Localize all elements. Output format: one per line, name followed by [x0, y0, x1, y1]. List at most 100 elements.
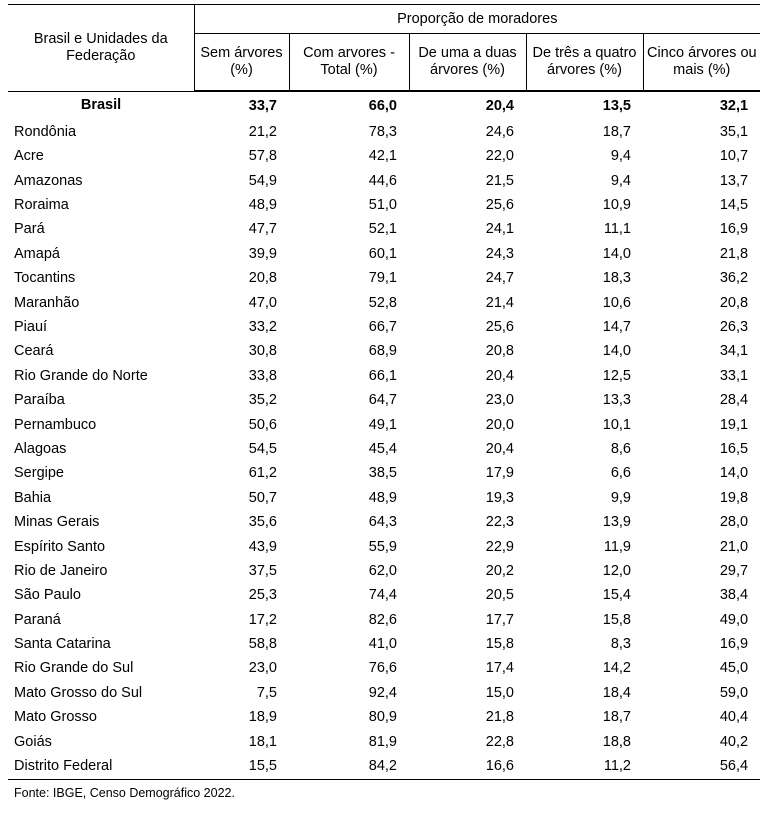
- row-unit-name: Amapá: [14, 245, 60, 262]
- header-col-sem-arvores: Sem árvores (%): [193, 33, 289, 92]
- row-value: 15,8: [485, 636, 514, 653]
- row-unit-name: Minas Gerais: [14, 514, 100, 531]
- row-value: 11,1: [603, 221, 631, 238]
- row-value: 15,8: [602, 611, 631, 628]
- row-value: 19,3: [485, 489, 514, 506]
- row-value: 20,8: [485, 343, 514, 360]
- row-value: 13,7: [719, 172, 749, 189]
- table-row: Mato Grosso do Sul 7,5 92,4 15,0 18,4 59,0: [8, 681, 760, 705]
- row-unit-name: Roraima: [14, 197, 69, 214]
- row-unit-name: Sergipe: [14, 465, 64, 482]
- table-row: Rio Grande do Sul 23,0 76,6 17,4 14,2 45,0: [8, 657, 760, 681]
- row-unit-name: Rio de Janeiro: [14, 562, 108, 579]
- row-value: 10,7: [719, 148, 749, 165]
- row-value: 66,1: [368, 367, 397, 384]
- row-value: 18,4: [602, 684, 631, 701]
- table-row: Amapá 39,9 60,1 24,3 14,0 21,8: [8, 242, 760, 266]
- row-value: 25,6: [485, 318, 514, 335]
- row-value: 82,6: [368, 611, 397, 628]
- row-unit-name: Brasil: [80, 97, 122, 114]
- row-unit-name: Acre: [14, 148, 44, 165]
- header-group: Proporção de moradores: [193, 4, 761, 34]
- row-value: 14,7: [602, 318, 631, 335]
- row-value: 20,2: [485, 562, 514, 579]
- row-value: 92,4: [368, 684, 397, 701]
- row-value: 20,0: [485, 416, 514, 433]
- row-value: 29,7: [719, 562, 749, 579]
- row-value: 14,0: [602, 245, 631, 262]
- row-value: 33,7: [248, 97, 277, 114]
- row-value: 24,1: [485, 221, 514, 238]
- header-unit: Brasil e Unidades da Federação: [8, 4, 194, 92]
- row-value: 57,8: [248, 148, 277, 165]
- row-value: 20,4: [485, 440, 514, 457]
- table-row: Distrito Federal 15,5 84,2 16,6 11,2 56,4: [8, 754, 761, 780]
- row-value: 23,0: [248, 660, 277, 677]
- row-value: 18,9: [248, 709, 277, 726]
- table-row: Pará 47,7 52,1 24,1 11,1 16,9: [8, 218, 760, 242]
- row-unit-name: Paraná: [14, 611, 61, 628]
- row-unit-name: Ceará: [14, 343, 54, 360]
- row-value: 21,8: [485, 709, 514, 726]
- row-value: 9,4: [610, 172, 631, 189]
- table-row: Brasil 33,7 66,0 20,4 13,5 32,1: [8, 91, 760, 120]
- row-value: 12,5: [602, 367, 631, 384]
- row-value: 52,8: [368, 294, 397, 311]
- row-value: 25,3: [248, 587, 277, 604]
- row-unit-name: Piauí: [14, 318, 48, 335]
- row-value: 20,4: [485, 97, 514, 114]
- row-unit-name: Pará: [14, 221, 45, 238]
- row-value: 17,7: [485, 611, 514, 628]
- row-value: 45,4: [368, 440, 397, 457]
- row-value: 19,8: [719, 489, 749, 506]
- table-row: Bahia 50,7 48,9 19,3 9,9 19,8: [8, 486, 760, 510]
- row-value: 16,9: [719, 221, 749, 238]
- row-value: 34,1: [719, 343, 749, 360]
- row-value: 26,3: [719, 318, 749, 335]
- row-value: 79,1: [368, 270, 397, 287]
- row-value: 18,3: [602, 270, 631, 287]
- row-value: 74,4: [368, 587, 397, 604]
- row-value: 20,8: [248, 270, 277, 287]
- table-row: Rio de Janeiro 37,5 62,0 20,2 12,0 29,7: [8, 559, 760, 583]
- row-value: 47,7: [248, 221, 277, 238]
- data-table: Brasil e Unidades da Federação Proporção…: [8, 4, 761, 780]
- row-value: 64,3: [368, 514, 397, 531]
- row-value: 51,0: [368, 197, 397, 214]
- row-unit-name: São Paulo: [14, 587, 81, 604]
- row-value: 40,2: [719, 733, 749, 750]
- row-value: 24,7: [485, 270, 514, 287]
- row-unit-name: Alagoas: [14, 440, 67, 457]
- row-unit-name: Rio Grande do Norte: [14, 367, 148, 384]
- row-value: 60,1: [368, 245, 397, 262]
- row-value: 18,7: [602, 123, 631, 140]
- row-unit-name: Bahia: [14, 489, 52, 506]
- row-value: 18,1: [248, 733, 277, 750]
- row-value: 22,9: [485, 538, 514, 555]
- row-value: 28,4: [719, 392, 749, 409]
- table-row: São Paulo 25,3 74,4 20,5 15,4 38,4: [8, 583, 760, 607]
- row-value: 6,6: [610, 465, 631, 482]
- row-value: 21,2: [248, 123, 277, 140]
- row-unit-name: Rondônia: [14, 123, 77, 140]
- row-value: 61,2: [248, 465, 277, 482]
- row-value: 20,5: [485, 587, 514, 604]
- row-value: 59,0: [719, 684, 749, 701]
- row-value: 42,1: [368, 148, 397, 165]
- row-value: 7,5: [256, 684, 277, 701]
- row-value: 14,0: [719, 465, 749, 482]
- row-value: 84,2: [289, 754, 409, 780]
- row-value: 22,3: [485, 514, 514, 531]
- row-value: 52,1: [368, 221, 397, 238]
- row-value: 66,7: [368, 318, 397, 335]
- header-col-uma-a-duas: De uma a duas árvores (%): [408, 33, 526, 92]
- table-row: Maranhão 47,0 52,8 21,4 10,6 20,8: [8, 291, 760, 315]
- row-value: 38,5: [368, 465, 397, 482]
- row-value: 39,9: [248, 245, 277, 262]
- table-row: Mato Grosso 18,9 80,9 21,8 18,7 40,4: [8, 705, 760, 729]
- row-value: 10,6: [602, 294, 631, 311]
- row-value: 9,9: [610, 489, 631, 506]
- row-value: 33,1: [719, 367, 749, 384]
- row-value: 8,6: [610, 440, 631, 457]
- table-body: Brasil 33,7 66,0 20,4 13,5 32,1 Rondônia 21,2 78…: [8, 91, 761, 780]
